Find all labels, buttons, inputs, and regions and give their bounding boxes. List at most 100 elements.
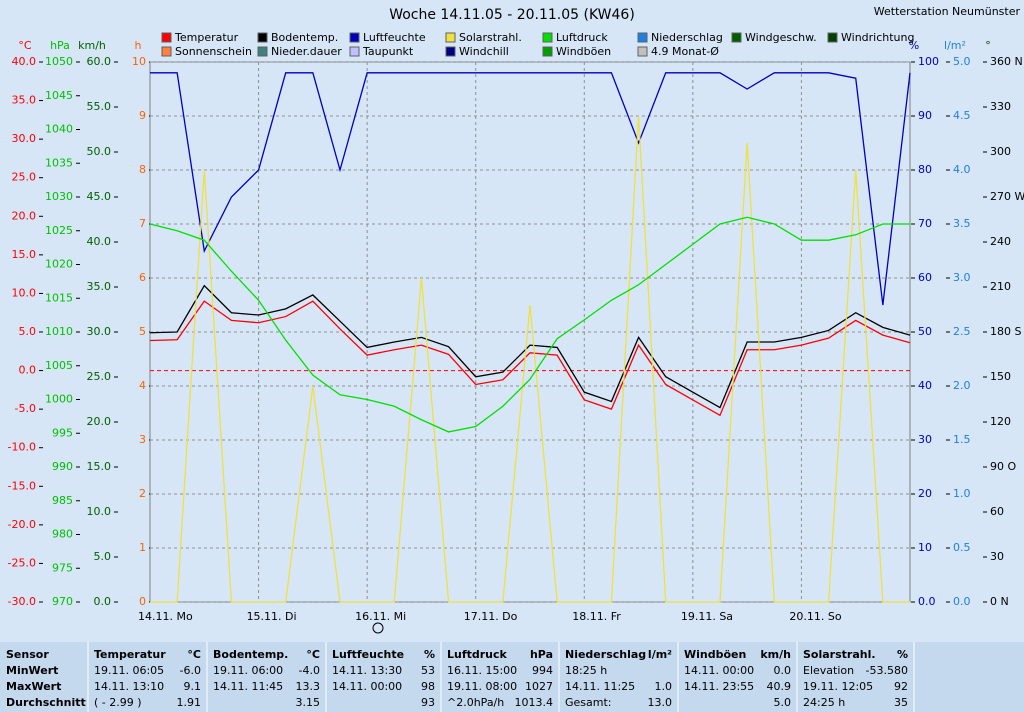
tick-label: 4: [139, 379, 146, 392]
axis-title: hPa: [50, 39, 70, 52]
x-tick-label: 15.11. Di: [247, 610, 297, 623]
legend-label: 4.9 Monat-Ø: [651, 45, 719, 58]
table-cell: 14.11. 00:00: [332, 680, 402, 693]
tick-label: 990: [52, 460, 73, 473]
table-cell: 1027: [525, 680, 553, 693]
table-cell: 24:25 h: [803, 696, 845, 709]
station-name: Wetterstation Neumünster: [874, 5, 1021, 18]
table-cell: 40.9: [767, 680, 792, 693]
legend-swatch: [161, 46, 172, 57]
x-tick-label: 14.11. Mo: [138, 610, 193, 623]
table-cell: 1.0: [655, 680, 673, 693]
tick-label: 25.0: [12, 171, 37, 184]
table-header: Bodentemp.: [213, 648, 288, 661]
series-line: [150, 115, 910, 603]
legend-swatch: [257, 46, 268, 57]
legend-swatch: [349, 46, 360, 57]
table-cell: MaxWert: [6, 680, 61, 693]
table-cell: ( - 2.99 ): [94, 696, 142, 709]
tick-label: -5.0: [15, 402, 36, 415]
legend-swatch: [257, 32, 268, 43]
legend-swatch: [161, 32, 172, 43]
tick-label: 1000: [45, 393, 73, 406]
table-header: Windböen: [684, 648, 746, 661]
tick-label: 40.0: [87, 235, 112, 248]
tick-label: 0.0: [94, 595, 112, 608]
tick-label: 3: [139, 433, 146, 446]
table-cell: 92: [894, 680, 908, 693]
table-cell: 14.11. 00:00: [684, 664, 754, 677]
tick-label: 0.0: [953, 595, 971, 608]
table-cell: 18:25 h: [565, 664, 607, 677]
tick-label: 3.5: [953, 217, 971, 230]
tick-label: 995: [52, 426, 73, 439]
legend-swatch: [542, 32, 553, 43]
table-background: [0, 642, 1024, 712]
tick-label: 50: [918, 325, 932, 338]
tick-label: 2.0: [953, 379, 971, 392]
table-cell: 19.11. 06:05: [94, 664, 164, 677]
tick-label: 50.0: [87, 145, 112, 158]
series-line: [149, 284, 911, 409]
series-line: [149, 300, 911, 417]
tick-label: 45.0: [87, 190, 112, 203]
tick-label: 30.0: [87, 325, 112, 338]
cursor[interactable]: [372, 622, 384, 634]
tick-label: 985: [52, 494, 73, 507]
tick-label: 360 N: [990, 55, 1023, 68]
tick-label: 15.0: [12, 248, 37, 261]
tick-label: 1: [139, 541, 146, 554]
table-cell: 19.11. 06:00: [213, 664, 283, 677]
tick-label: 100: [918, 55, 939, 68]
tick-label: 240: [990, 235, 1011, 248]
tick-label: 300: [990, 145, 1011, 158]
table-cell: 1013.4: [515, 696, 554, 709]
table-unit: l/m²: [648, 648, 672, 661]
legend-label: Windrichtung: [841, 31, 914, 44]
tick-label: 1020: [45, 258, 73, 271]
tick-label: 150: [990, 370, 1011, 383]
table-cell: 13.0: [648, 696, 673, 709]
legend-swatch: [349, 32, 360, 43]
legend-swatch: [827, 32, 838, 43]
chart-title: Woche 14.11.05 - 20.11.05 (KW46): [389, 7, 635, 23]
tick-label: 40: [918, 379, 932, 392]
tick-label: 70: [918, 217, 932, 230]
tick-label: 1030: [45, 190, 73, 203]
table-unit: %: [897, 648, 908, 661]
table-header: Solarstrahl.: [803, 648, 876, 661]
tick-label: 1015: [45, 291, 73, 304]
tick-label: 40.0: [12, 55, 37, 68]
tick-label: 1040: [45, 123, 73, 136]
tick-label: 180 S: [990, 325, 1021, 338]
table-cell: 35: [894, 696, 908, 709]
tick-label: 30: [918, 433, 932, 446]
tick-label: 30.0: [12, 132, 37, 145]
table-cell: 53: [421, 664, 435, 677]
table-cell: 5.0: [774, 696, 792, 709]
table-cell: 93: [421, 696, 435, 709]
table-cell: Elevation: [803, 664, 854, 677]
tick-label: 0.5: [953, 541, 971, 554]
axis-title: %: [909, 39, 919, 52]
tick-label: -20.0: [8, 518, 36, 531]
tick-label: 1050: [45, 55, 73, 68]
tick-label: 4.5: [953, 109, 971, 122]
tick-label: 270 W: [990, 190, 1024, 203]
tick-label: 10: [132, 55, 146, 68]
table-unit: °C: [187, 648, 201, 661]
table-header: Temperatur: [94, 648, 166, 661]
table-cell: 0.0: [774, 664, 792, 677]
legend-label: Solarstrahl.: [459, 31, 522, 44]
table-cell: MinWert: [6, 664, 58, 677]
tick-label: 20.0: [87, 415, 112, 428]
tick-label: 15.0: [87, 460, 112, 473]
tick-label: 0: [139, 595, 146, 608]
tick-label: 35.0: [12, 94, 37, 107]
legend-label: Niederschlag: [651, 31, 723, 44]
table-cell: Gesamt:: [565, 696, 612, 709]
tick-label: 6: [139, 271, 146, 284]
tick-label: -30.0: [8, 595, 36, 608]
tick-label: 60.0: [87, 55, 112, 68]
